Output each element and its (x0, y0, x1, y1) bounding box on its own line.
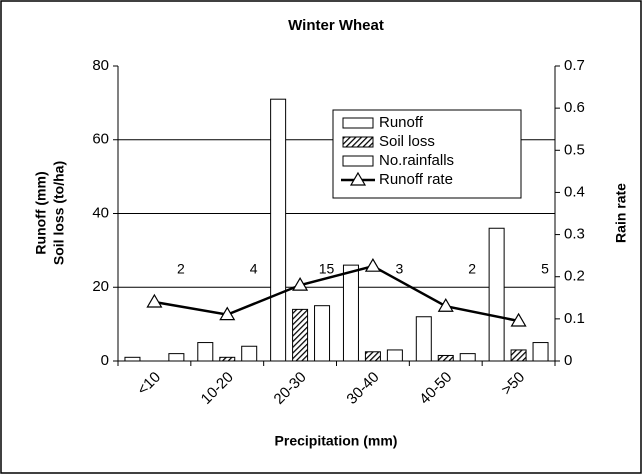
marker (437, 298, 454, 312)
bar (437, 354, 454, 362)
marker (510, 312, 527, 327)
legend-label: Runoff (379, 114, 424, 131)
legend-swatch (342, 117, 374, 129)
y2-tick-label: 0.6 (564, 99, 585, 116)
bar (510, 349, 527, 362)
y-tick-label: 40 (92, 204, 109, 221)
y-tick-label: 0 (101, 352, 109, 369)
bar (197, 342, 214, 362)
marker (364, 257, 381, 272)
y2-axis-label: Rain rate (613, 183, 629, 243)
legend-marker (349, 171, 367, 186)
bar (532, 342, 549, 362)
data-label: 5 (541, 261, 549, 277)
marker (146, 293, 163, 308)
data-label: 4 (250, 261, 258, 277)
bar (314, 305, 331, 362)
data-label: 3 (395, 261, 403, 277)
y-tick-label: 80 (92, 57, 109, 74)
data-label: 2 (468, 261, 476, 277)
chart-title: Winter Wheat (288, 17, 384, 34)
bar (459, 353, 476, 362)
y-axis-label: Soil loss (to/ha) (51, 161, 67, 265)
bar (168, 353, 185, 362)
x-axis-label: Precipitation (mm) (275, 433, 398, 449)
y2-tick-label: 0.5 (564, 141, 585, 158)
bar (415, 316, 432, 362)
y-tick-label: 60 (92, 131, 109, 148)
legend-swatch (342, 136, 374, 148)
data-label: 15 (319, 261, 335, 277)
y2-tick-label: 0.7 (564, 57, 585, 74)
legend-label: Runoff rate (379, 171, 453, 188)
y2-tick-label: 0 (564, 352, 572, 369)
bar (219, 356, 236, 362)
y-tick-label: 20 (92, 278, 109, 295)
y-axis-label: Runoff (mm) (33, 171, 49, 254)
bar (124, 356, 141, 362)
bar (342, 264, 359, 362)
marker (292, 276, 309, 291)
bar (241, 345, 258, 362)
bar (488, 227, 505, 362)
bar (386, 349, 403, 362)
y2-tick-label: 0.3 (564, 226, 585, 243)
bar (292, 308, 309, 362)
bar (364, 351, 381, 362)
line (154, 264, 519, 323)
y2-tick-label: 0.2 (564, 268, 585, 285)
legend-label: No.rainfalls (379, 152, 454, 169)
bar (270, 98, 287, 362)
legend-swatch (342, 155, 374, 167)
y2-tick-label: 0.4 (564, 183, 585, 200)
legend-label: Soil loss (379, 133, 435, 150)
marker (219, 306, 236, 321)
y2-tick-label: 0.1 (564, 310, 585, 327)
data-label: 2 (177, 261, 185, 277)
